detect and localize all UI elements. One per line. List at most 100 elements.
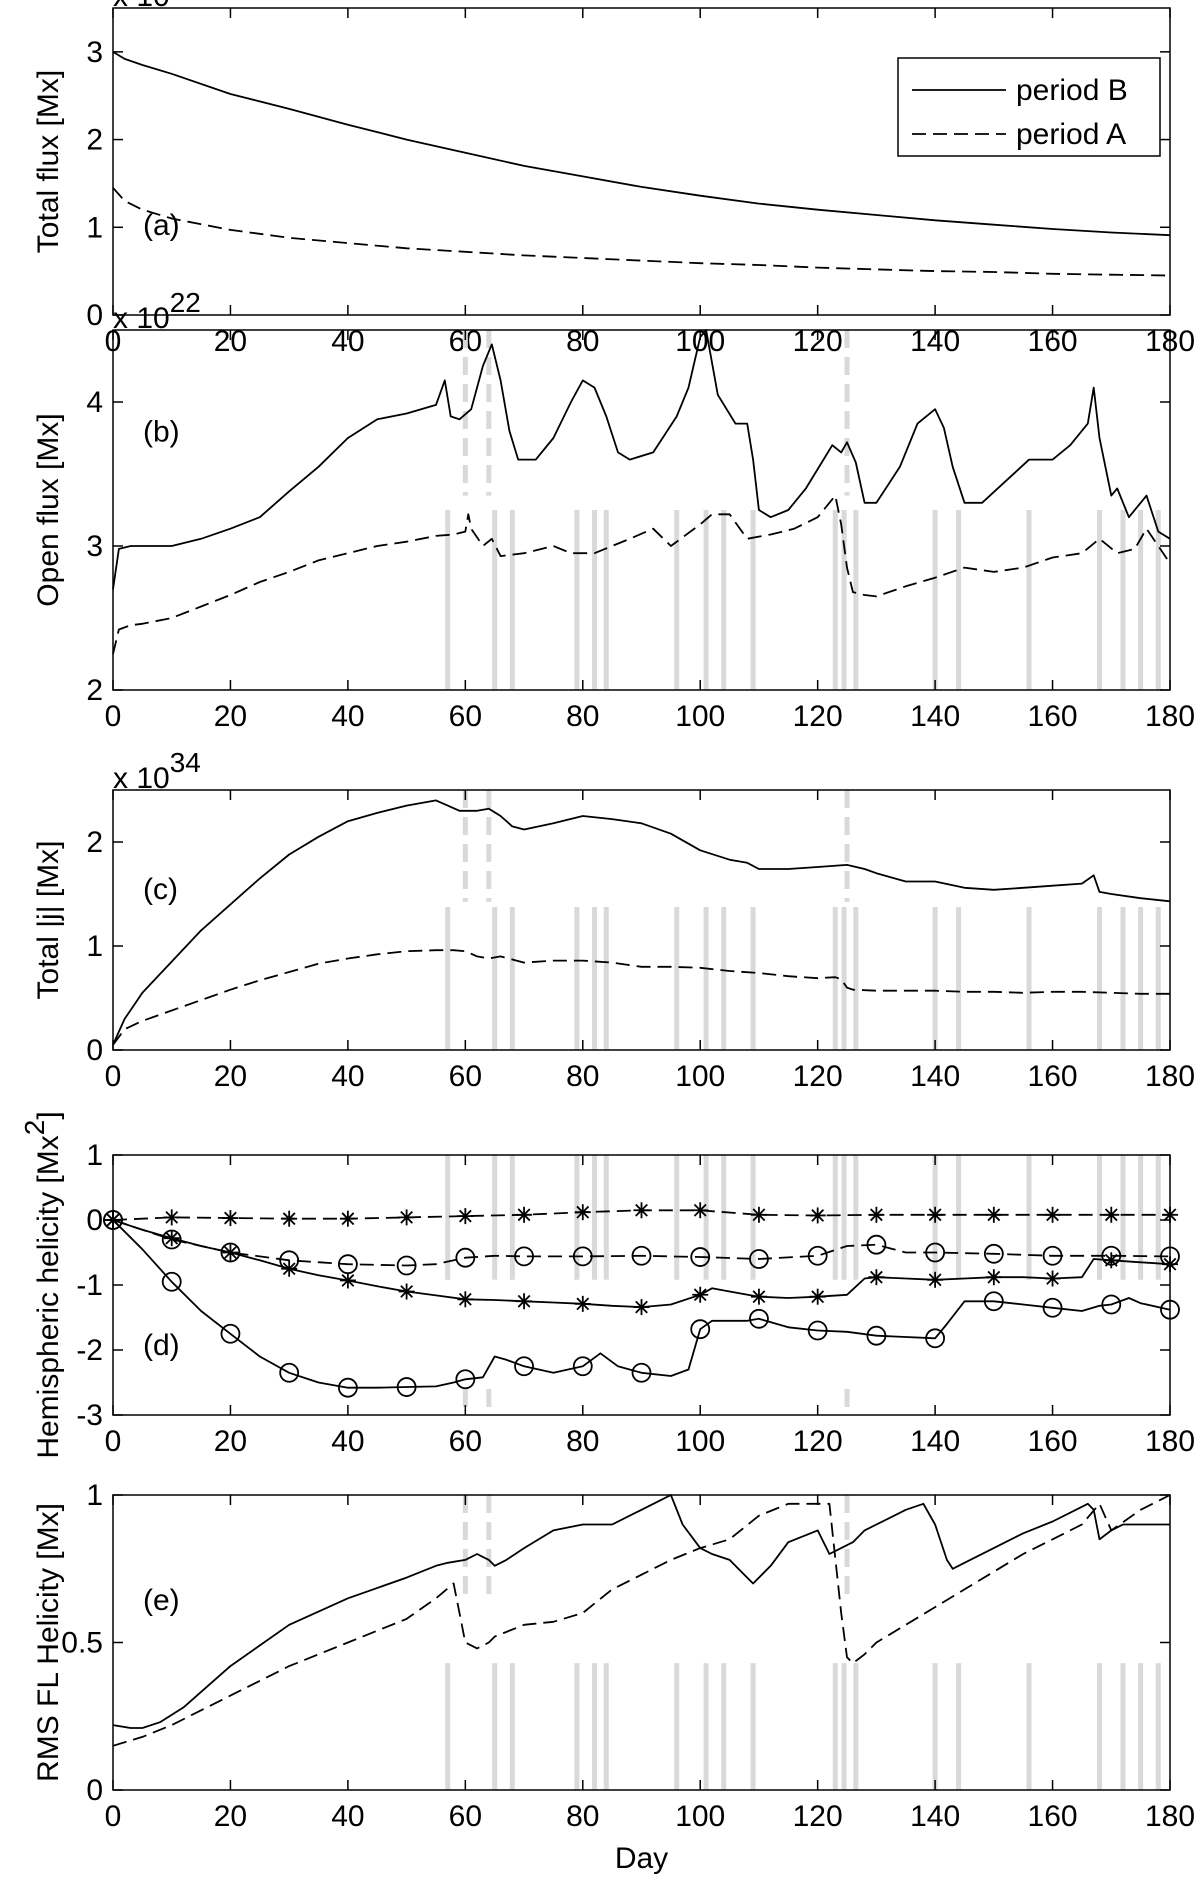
star-stroke <box>752 1290 766 1304</box>
circle-marker <box>631 1362 652 1383</box>
x-tick-label: 20 <box>214 1060 247 1093</box>
y-tick-label: 0 <box>86 299 103 332</box>
star-stroke <box>458 1292 472 1306</box>
y-tick-label: 3 <box>86 530 103 563</box>
circle-marker <box>279 1250 300 1271</box>
x-tick-label: 180 <box>1145 1425 1195 1458</box>
star-marker <box>398 1283 415 1300</box>
star-stroke <box>635 1203 648 1217</box>
circle-marker <box>514 1246 534 1267</box>
circle-marker <box>749 1249 769 1269</box>
star-stroke <box>224 1246 237 1259</box>
star-marker <box>809 1207 826 1224</box>
x-tick-label: 20 <box>214 700 247 733</box>
y-axis-label-text: Total |j| [Mx] <box>32 841 65 1000</box>
circle-marker <box>396 1377 417 1397</box>
x-tick-label: 60 <box>449 700 482 733</box>
circle-marker <box>572 1246 593 1267</box>
x-tick-label: 0 <box>105 700 122 733</box>
circle-marker <box>749 1308 769 1329</box>
x-tick-label: 40 <box>331 1425 364 1458</box>
y-axis-label-text: Open flux [Mx] <box>32 413 65 606</box>
series-line-period-a <box>112 1494 1171 1747</box>
x-tick-label: 100 <box>675 1800 725 1833</box>
circle-marker <box>279 1362 300 1383</box>
star-marker <box>985 1206 1002 1223</box>
y-tick-label: -2 <box>76 1334 103 1367</box>
star-stroke <box>458 1209 472 1223</box>
x-tick-label: 140 <box>910 1060 960 1093</box>
panel-label: (d) <box>143 1329 180 1362</box>
star-marker <box>1103 1252 1120 1269</box>
axes-box <box>112 789 1171 1051</box>
y-tick-label: -1 <box>76 1269 103 1302</box>
x-tick-label: 40 <box>331 1060 364 1093</box>
y-tick-label: 2 <box>86 124 103 157</box>
star-stroke <box>635 1300 648 1314</box>
legend-box <box>897 57 1161 157</box>
circle-marker <box>337 1377 358 1398</box>
panel-b: 0 20 40 60 80 100 120 140 160 180 2 3 4 x 1022 Open fl… <box>32 287 1195 733</box>
circle-marker <box>983 1291 1004 1312</box>
axis-exponent-base: x 10 <box>113 0 170 13</box>
star-stroke <box>928 1208 942 1222</box>
circle-marker <box>807 1245 828 1266</box>
y-tick-label: 2 <box>86 674 103 707</box>
y-axis-label: Hemispheric helicity [Mx2] <box>19 1111 65 1458</box>
x-tick-label: 140 <box>910 700 960 733</box>
circle-marker <box>925 1328 946 1349</box>
circle-marker <box>161 1229 182 1250</box>
axis-exponent: x 1022 <box>113 287 201 335</box>
star-marker <box>633 1202 650 1219</box>
event-markers <box>445 790 1161 1050</box>
star-stroke <box>869 1208 883 1222</box>
y-axis-label: Total |j| [Mx] <box>32 841 65 1000</box>
star-stroke <box>811 1290 825 1304</box>
axis-exponent-base: x 10 <box>113 302 170 335</box>
x-tick-label: 160 <box>1028 1060 1078 1093</box>
y-tick-label: 3 <box>86 36 103 69</box>
x-tick-label: 80 <box>566 1060 599 1093</box>
series-line-period-b <box>112 329 1171 590</box>
star-marker <box>574 1204 591 1221</box>
y-tick-label: 1 <box>86 1479 103 1512</box>
y-tick-label: 0.5 <box>61 1627 103 1660</box>
x-tick-label: 140 <box>910 1800 960 1833</box>
circle-marker <box>807 1320 828 1341</box>
star-stroke <box>165 1231 179 1245</box>
star-stroke <box>341 1274 355 1287</box>
star-marker <box>1044 1270 1061 1287</box>
y-tick-label: 0 <box>86 1034 103 1067</box>
series-line-period-b <box>112 799 1171 1046</box>
star-stroke <box>1104 1208 1118 1222</box>
star-stroke <box>752 1208 766 1222</box>
star-stroke <box>224 1211 237 1225</box>
circle-marker <box>455 1369 476 1390</box>
star-marker <box>927 1271 944 1288</box>
x-tick-label: 60 <box>449 1425 482 1458</box>
x-tick-label: 0 <box>105 1060 122 1093</box>
x-tick-label: 20 <box>214 1425 247 1458</box>
star-stroke <box>517 1208 531 1222</box>
y-axis-label: Total flux [Mx] <box>32 70 65 253</box>
x-tick-label: 80 <box>566 1800 599 1833</box>
axes-box <box>112 7 1171 316</box>
panel-label: (c) <box>143 873 178 906</box>
circle-marker <box>220 1323 241 1344</box>
x-tick-label: 100 <box>675 1425 725 1458</box>
circle-marker <box>1101 1294 1122 1315</box>
axes-box <box>112 1154 1171 1416</box>
event-markers <box>445 330 1161 690</box>
axis-exponent: x 1034 <box>113 747 201 795</box>
y-tick-label: 0 <box>86 1204 103 1237</box>
x-tick-label: 0 <box>105 1800 122 1833</box>
circle-marker <box>866 1325 887 1346</box>
y-axis-label: RMS FL Helicity [Mx] <box>32 1503 65 1782</box>
star-marker <box>809 1288 826 1305</box>
x-tick-label: 0 <box>105 1425 122 1458</box>
panel-a: 0204060801001201401601800123x 1023Total … <box>32 0 1195 358</box>
star-marker <box>516 1293 533 1310</box>
series-line-period-a <box>112 949 1170 1046</box>
star-marker <box>692 1286 709 1303</box>
star-marker <box>985 1269 1002 1286</box>
